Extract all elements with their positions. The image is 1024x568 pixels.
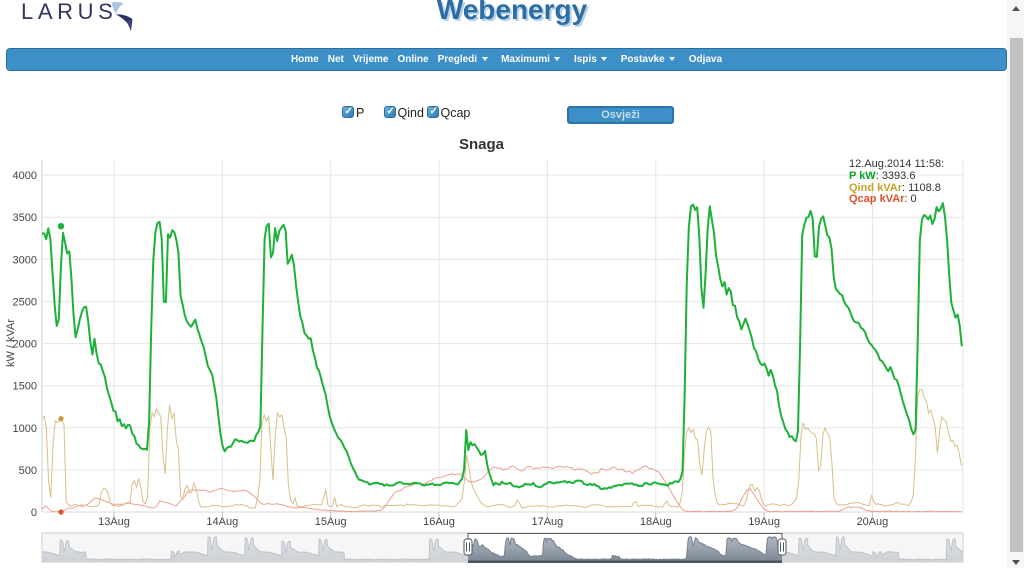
svg-text:3500: 3500 (13, 212, 37, 224)
svg-text:19Aug: 19Aug (748, 516, 780, 528)
svg-text:500: 500 (19, 465, 37, 477)
svg-text:1500: 1500 (13, 381, 37, 393)
svg-text:Qcap kVAr: 0: Qcap kVAr: 0 (849, 193, 917, 205)
svg-text:20Aug: 20Aug (856, 516, 888, 528)
svg-text:4000: 4000 (13, 170, 37, 182)
svg-text:16Aug: 16Aug (423, 516, 455, 528)
svg-text:P kW: 3393.6: P kW: 3393.6 (849, 170, 915, 182)
svg-text:18Aug: 18Aug (640, 516, 672, 528)
svg-text:14Aug: 14Aug (206, 516, 238, 528)
svg-text:0: 0 (31, 507, 37, 519)
svg-text:3000: 3000 (13, 254, 37, 266)
svg-text:15Aug: 15Aug (315, 516, 347, 528)
svg-text:17Aug: 17Aug (531, 516, 563, 528)
svg-text:2500: 2500 (13, 296, 37, 308)
svg-text:kW / kVAr: kW / kVAr (5, 319, 17, 367)
svg-text:12.Aug.2014 11:58:: 12.Aug.2014 11:58: (849, 158, 944, 170)
svg-text:13Aug: 13Aug (98, 516, 130, 528)
svg-text:Qind kVAr: 1108.8: Qind kVAr: 1108.8 (849, 182, 941, 194)
svg-text:1000: 1000 (13, 423, 37, 435)
svg-text:2000: 2000 (13, 339, 37, 351)
